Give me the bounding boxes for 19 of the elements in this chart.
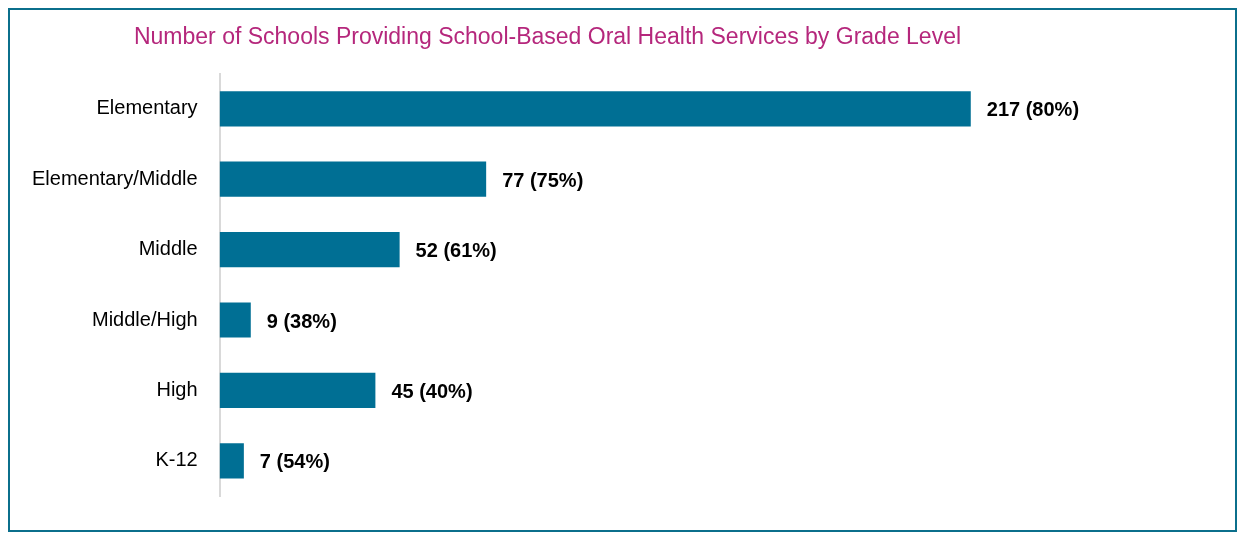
bar: [219, 302, 251, 338]
data-label: 45 (40%): [391, 379, 473, 402]
data-label: 217 (80%): [986, 98, 1080, 121]
bar: [219, 443, 244, 479]
data-label: 77 (75%): [502, 168, 584, 191]
y-tick-label: Middle: [138, 237, 198, 260]
bar: [219, 91, 971, 127]
data-label: 9 (38%): [266, 309, 337, 332]
data-label: 7 (54%): [259, 450, 330, 473]
data-label: 52 (61%): [415, 239, 497, 262]
y-tick-label: Elementary: [96, 96, 198, 119]
bar: [219, 232, 400, 268]
y-tick-label: High: [156, 377, 198, 400]
bar: [219, 372, 376, 408]
y-tick-label: Elementary/Middle: [32, 166, 198, 189]
bar: [219, 161, 487, 197]
y-tick-label: K-12: [155, 448, 198, 471]
chart-title: Number of Schools Providing School-Based Oral Health Services by Grade Level: [133, 23, 962, 50]
y-tick-label: Middle/High: [92, 307, 198, 330]
